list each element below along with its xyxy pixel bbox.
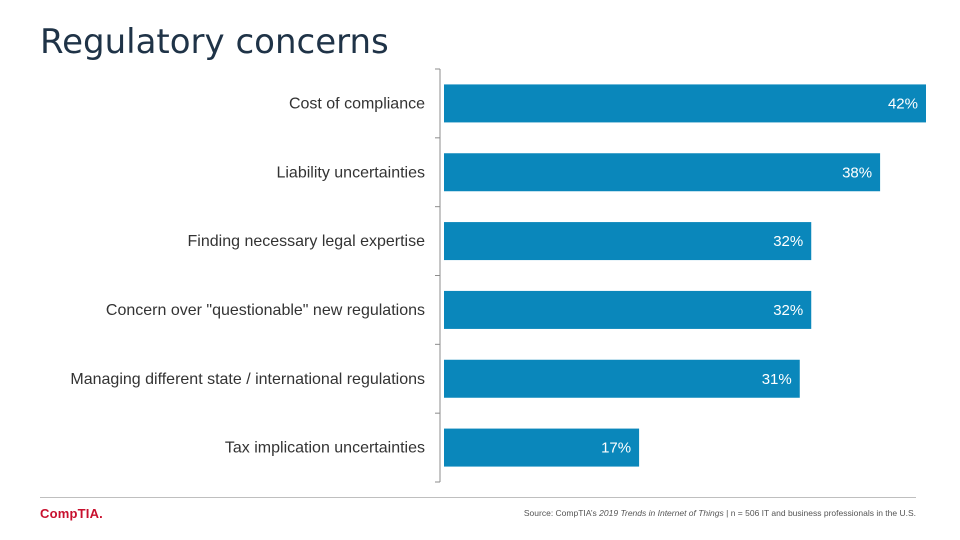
source-prefix: Source: CompTIA’s [523, 508, 600, 518]
bars [444, 84, 926, 467]
value-label: 32% [773, 233, 803, 250]
axis-ticks [435, 68, 440, 483]
source-note: Source: CompTIA’s 2019 Trends in Interne… [524, 508, 916, 518]
category-label: Concern over "questionable" new regulati… [106, 302, 425, 319]
value-labels: 42% 38% 32% 32% 31% 17% [601, 95, 918, 456]
value-label: 17% [601, 440, 631, 457]
category-label: Finding necessary legal expertise [188, 233, 426, 250]
bar [444, 153, 881, 192]
bar [444, 359, 800, 398]
value-label: 42% [888, 95, 918, 112]
bar [444, 84, 926, 123]
slide-title: Regulatory concerns [40, 22, 389, 62]
source-title: 2019 Trends in Internet of Things [599, 508, 724, 518]
bar [444, 222, 812, 261]
category-label: Liability uncertainties [276, 164, 425, 181]
category-label: Cost of compliance [289, 95, 425, 112]
category-label: Managing different state / international… [70, 371, 425, 388]
footer-divider [40, 497, 916, 498]
bar [444, 290, 812, 329]
value-label: 32% [773, 302, 803, 319]
category-label: Tax implication uncertainties [225, 440, 425, 457]
bar [444, 428, 640, 467]
comptia-logo: CompTIA. [40, 506, 103, 521]
category-labels: Cost of compliance Liability uncertaintie… [70, 95, 425, 456]
source-suffix: | n = 506 IT and business professionals … [723, 508, 916, 518]
value-label: 31% [762, 371, 792, 388]
value-label: 38% [842, 164, 872, 181]
